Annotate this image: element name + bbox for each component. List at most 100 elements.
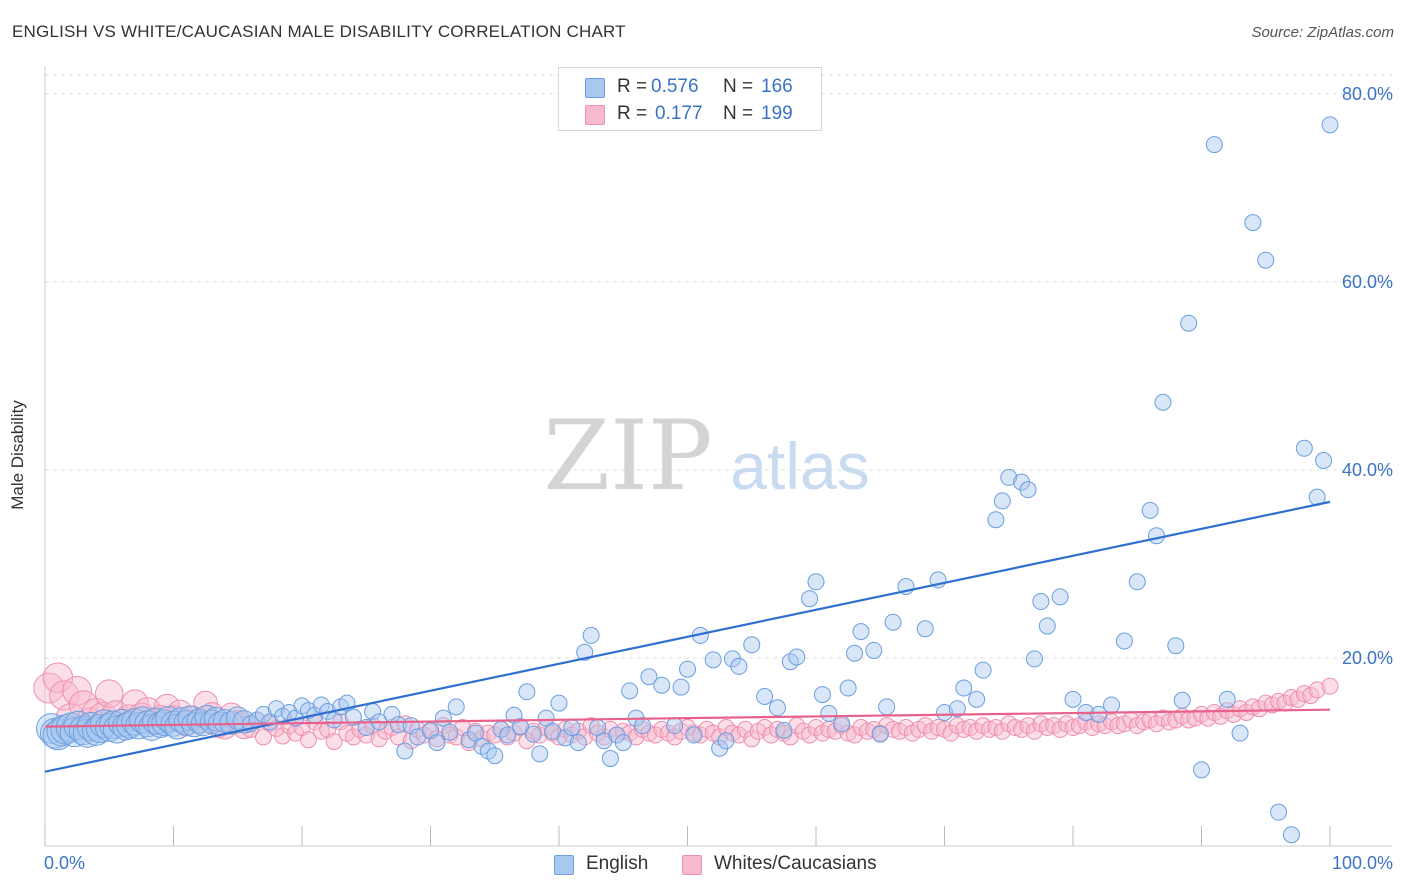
- tick-labels: 20.0% 40.0% 60.0% 80.0% 0.0% 100.0%: [44, 84, 1393, 873]
- watermark-atlas: atlas: [730, 429, 869, 503]
- data-point-whites: [1148, 715, 1166, 733]
- data-point-whites: [1302, 687, 1320, 705]
- data-point-english: [1180, 314, 1198, 332]
- y-tick-label: 60.0%: [1342, 272, 1393, 292]
- data-point-english: [852, 623, 870, 641]
- data-point-english: [518, 683, 536, 701]
- data-point-english: [1000, 468, 1018, 486]
- watermark: ZIP atlas: [543, 400, 869, 512]
- data-point-english: [955, 679, 973, 697]
- data-point-english: [531, 745, 549, 763]
- data-point-english: [344, 708, 362, 726]
- data-point-whites: [807, 719, 825, 737]
- data-point-english: [833, 715, 851, 733]
- data-point-english: [1295, 439, 1313, 457]
- data-point-english: [685, 726, 703, 744]
- data-point-english: [846, 644, 864, 662]
- data-point-english: [569, 734, 587, 752]
- data-point-english: [396, 742, 414, 760]
- data-point-english: [820, 704, 838, 722]
- data-point-whites: [968, 722, 986, 740]
- data-point-english: [730, 657, 748, 675]
- data-point-whites: [1282, 688, 1300, 706]
- data-point-english: [1103, 696, 1121, 714]
- legend-swatch-english: [554, 855, 574, 875]
- data-point-whites: [274, 727, 292, 745]
- data-point-english: [884, 613, 902, 631]
- data-point-whites: [646, 726, 664, 744]
- legend-label-whites: Whites/Caucasians: [714, 853, 877, 874]
- data-point-whites: [839, 724, 857, 742]
- data-point-whites: [1135, 713, 1153, 731]
- watermark-zip: ZIP: [543, 400, 712, 512]
- data-point-whites: [916, 717, 934, 735]
- data-point-english: [1032, 593, 1050, 611]
- data-point-whites: [1270, 692, 1288, 710]
- data-point-whites: [49, 680, 80, 711]
- legend-series: English Whites/Caucasians: [0, 851, 1406, 879]
- data-point-english: [1051, 588, 1069, 606]
- data-point-english: [768, 699, 786, 717]
- data-point-whites: [858, 722, 876, 740]
- data-point-english: [974, 661, 992, 679]
- data-point-whites: [1006, 719, 1024, 737]
- data-point-whites: [717, 719, 735, 737]
- data-point-english: [1090, 705, 1108, 723]
- data-point-whites: [33, 672, 65, 704]
- data-point-whites: [1064, 719, 1082, 737]
- data-point-whites: [884, 720, 902, 738]
- legend-swatch-english: [585, 78, 605, 98]
- data-point-english: [1282, 826, 1300, 844]
- data-point-english: [807, 573, 825, 591]
- data-point-english: [582, 626, 600, 644]
- data-point-english: [871, 725, 889, 743]
- legend-r-value: 0.576: [651, 76, 699, 97]
- data-point-english: [1025, 650, 1043, 668]
- data-point-whites: [1109, 717, 1127, 735]
- legend-n-value: 199: [761, 103, 793, 124]
- legend-label-english: English: [586, 853, 649, 874]
- data-point-english: [524, 725, 542, 743]
- data-point-english: [1315, 452, 1333, 469]
- legend-n-label: N =: [723, 103, 754, 124]
- data-point-english: [499, 726, 517, 744]
- legend-stats: R = 0.576 N = 166 R = 0.177 N = 199: [558, 67, 822, 131]
- legend-row-whites: R = 0.177 N = 199: [559, 101, 821, 127]
- trend-line-whites: [44, 708, 1331, 728]
- data-point-english: [640, 668, 658, 686]
- data-point-english: [1270, 803, 1288, 821]
- data-point-english: [1148, 527, 1166, 545]
- data-point-whites: [1051, 720, 1069, 738]
- data-point-english: [1154, 393, 1172, 411]
- data-point-whites: [736, 720, 754, 738]
- data-point-english: [878, 698, 896, 716]
- data-point-english: [556, 729, 574, 747]
- data-point-whites: [1321, 677, 1339, 695]
- data-point-english: [717, 732, 735, 750]
- data-point-whites: [505, 724, 523, 742]
- data-point-whites: [1019, 717, 1037, 735]
- data-point-english: [839, 679, 857, 697]
- data-point-english: [775, 721, 793, 739]
- y-axis-label: Male Disability: [8, 400, 27, 510]
- legend-n-label: N =: [723, 76, 754, 97]
- data-point-english: [743, 636, 761, 654]
- legend-r-value: 0.177: [655, 103, 703, 124]
- data-point-english: [576, 643, 594, 661]
- data-point-whites: [762, 726, 780, 744]
- data-point-english: [1231, 724, 1249, 742]
- data-point-english: [550, 694, 568, 712]
- data-point-english: [679, 660, 696, 678]
- data-point-whites: [691, 726, 709, 744]
- data-point-english: [801, 590, 819, 608]
- chart-source: Source: ZipAtlas.com: [1251, 24, 1394, 41]
- data-point-whites: [955, 720, 973, 738]
- x-tick-label: 0.0%: [44, 853, 85, 873]
- data-point-english: [199, 709, 225, 735]
- data-point-whites: [1250, 700, 1268, 718]
- data-point-whites: [1237, 703, 1255, 721]
- data-point-english: [1128, 573, 1146, 591]
- data-point-english: [563, 719, 581, 737]
- data-point-whites: [396, 715, 414, 733]
